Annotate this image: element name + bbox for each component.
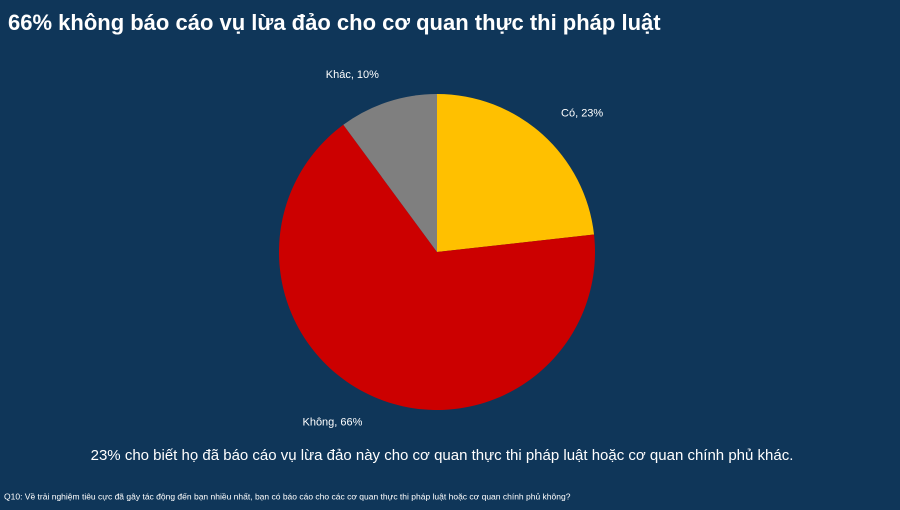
subtitle: 23% cho biết họ đã báo cáo vụ lừa đảo nà… (91, 447, 794, 464)
data-label: Khác, 10% (326, 69, 379, 81)
data-label: Có, 23% (561, 107, 603, 119)
data-label: Không, 66% (302, 416, 362, 428)
chart-title: 66% không báo cáo vụ lừa đảo cho cơ quan… (8, 10, 661, 35)
pie-slice (279, 124, 595, 411)
pie-slice (343, 94, 437, 252)
pie-slice (437, 94, 595, 252)
footnote: Q10: Về trải nghiệm tiêu cực đã gây tác … (4, 491, 571, 501)
